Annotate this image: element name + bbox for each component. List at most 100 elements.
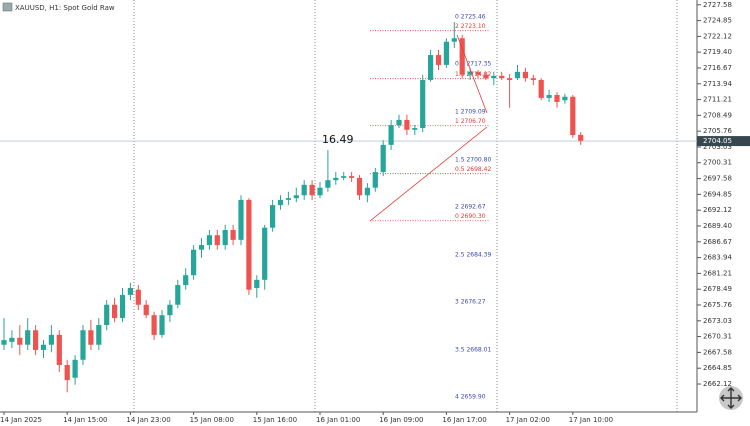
candle-body — [412, 128, 418, 130]
candle-body — [48, 334, 54, 345]
fib-label: 2 2723.10 — [455, 23, 486, 30]
candle-body — [420, 79, 426, 129]
candle-body — [25, 330, 31, 345]
candle-body — [309, 184, 315, 196]
y-tick-label: 2667.58 — [703, 348, 732, 356]
y-tick-label: 2686.67 — [703, 238, 732, 246]
candle-body — [198, 245, 205, 250]
x-tick-label: 14 Jan 2025 — [0, 416, 42, 424]
fib-label: 0 2690.30 — [455, 213, 486, 220]
candle-body — [562, 96, 568, 101]
x-tick-label: 15 Jan 16:00 — [253, 416, 297, 424]
annotation: 16.49 — [322, 133, 354, 146]
candle-body — [530, 78, 536, 80]
candle-body — [127, 287, 133, 295]
candle-body — [88, 330, 94, 345]
candle-body — [206, 235, 212, 246]
y-tick-label: 2716.67 — [703, 64, 732, 72]
candle-body — [167, 304, 173, 316]
y-tick-label: 2724.85 — [703, 17, 732, 25]
candle-body — [372, 172, 378, 188]
candle-body — [364, 187, 370, 196]
candle-body — [64, 365, 70, 381]
y-tick-label: 2689.40 — [703, 222, 732, 230]
current-price-box — [697, 136, 750, 147]
y-tick-label: 2692.12 — [703, 206, 732, 214]
x-tick-label: 17 Jan 10:00 — [569, 416, 613, 424]
y-tick-label: 2662.12 — [703, 380, 732, 388]
candle-body — [522, 71, 528, 79]
candle-body — [270, 205, 276, 228]
y-tick-label: 2673.03 — [703, 317, 732, 325]
candle-body — [238, 199, 244, 240]
candle-body — [546, 95, 552, 98]
candle-body — [183, 275, 189, 286]
fib-expansion-label: 0.5 2717.35 — [455, 61, 491, 68]
candle-body — [443, 41, 449, 65]
candle-body — [277, 199, 284, 206]
trend-line — [456, 34, 488, 114]
candle-body — [325, 180, 331, 188]
candle-body — [428, 55, 434, 80]
candle-body — [333, 177, 339, 181]
y-tick-label: 2700.31 — [703, 159, 732, 167]
candle-body — [214, 235, 220, 246]
candle-body — [317, 187, 323, 196]
candle-body — [499, 75, 505, 79]
y-tick-label: 2683.94 — [703, 254, 732, 262]
fib-expansion-label: 0 2725.46 — [455, 14, 486, 21]
candle-body — [1, 340, 7, 345]
fib-expansion-label: 1 2709.09 — [455, 108, 486, 115]
candle-body — [72, 359, 78, 378]
candle-body — [491, 75, 497, 79]
y-tick-label: 2727.58 — [703, 1, 732, 9]
candle-body — [135, 289, 141, 305]
y-tick-label: 2675.76 — [703, 301, 732, 309]
candle-body — [388, 125, 394, 145]
candle-body — [341, 176, 347, 178]
candle-body — [175, 285, 181, 305]
candle-body — [254, 279, 260, 288]
candle-body — [40, 344, 47, 350]
candle-body — [112, 304, 118, 319]
candle-body — [104, 304, 110, 326]
y-tick-label: 2697.58 — [703, 175, 732, 183]
move-button[interactable] — [719, 386, 743, 410]
candle-body — [475, 71, 481, 75]
candle-body — [191, 249, 197, 276]
current-price-label: 2704.05 — [703, 137, 732, 145]
candle-body — [9, 337, 15, 342]
fib-label: 1 2706.70 — [455, 118, 486, 125]
candle-body — [285, 198, 291, 200]
fib-expansion-label: 3.5 2668.01 — [455, 346, 491, 353]
candle-body — [119, 294, 126, 319]
candle-body — [301, 184, 307, 196]
candle-body — [396, 119, 402, 126]
y-tick-label: 2708.49 — [703, 111, 732, 119]
fib-label: 0.5 2698.42 — [455, 166, 491, 173]
y-tick-label: 2681.21 — [703, 269, 732, 277]
candle-body — [554, 95, 560, 102]
candle-body — [293, 195, 299, 199]
candle-body — [467, 71, 473, 75]
fib-label: 1.5 2714.82 — [455, 71, 491, 78]
x-tick-label: 17 Jan 02:00 — [506, 416, 550, 424]
y-tick-label: 2664.85 — [703, 364, 732, 372]
candle-body — [159, 315, 165, 335]
symbol-title: XAUUSD, H1: Spot Gold Raw — [15, 4, 115, 12]
y-tick-label: 2713.94 — [703, 80, 732, 88]
candle-body — [356, 177, 363, 196]
fib-expansion-label: 1.5 2700.80 — [455, 156, 491, 163]
fib-expansion-label: 3 2676.27 — [455, 299, 486, 306]
candle-body — [570, 96, 576, 135]
y-tick-label: 2678.49 — [703, 285, 732, 293]
y-tick-label: 2705.76 — [703, 127, 732, 135]
x-tick-label: 16 Jan 01:00 — [316, 416, 360, 424]
move-icon — [720, 387, 742, 409]
candle-body — [538, 79, 544, 98]
x-tick-label: 16 Jan 09:00 — [379, 416, 423, 424]
candle-body — [451, 38, 457, 42]
